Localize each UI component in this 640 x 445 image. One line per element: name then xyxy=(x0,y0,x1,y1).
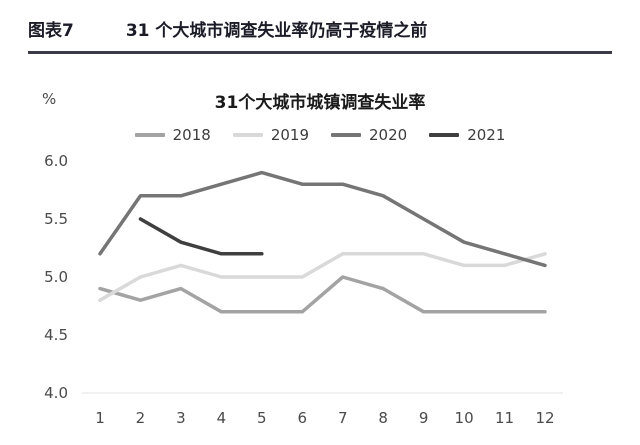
legend-item-2018: 2018 xyxy=(134,126,211,144)
x-tick-label: 6 xyxy=(297,409,307,427)
legend-item-2020: 2020 xyxy=(331,126,407,144)
x-tick-label: 10 xyxy=(455,409,474,427)
x-tick-label: 2 xyxy=(136,409,146,427)
legend-swatch-2019 xyxy=(232,133,263,137)
x-tick-label: 8 xyxy=(378,409,388,427)
figure-label: 图表7 xyxy=(28,21,74,41)
legend-label-2019: 2019 xyxy=(270,126,309,144)
series-line-2021 xyxy=(138,217,264,256)
legend-item-2021: 2021 xyxy=(429,126,505,144)
legend-label-2021: 2021 xyxy=(467,126,506,144)
x-tick-label: 1 xyxy=(95,409,105,427)
legend-label-2018: 2018 xyxy=(172,126,211,144)
legend-item-2019: 2019 xyxy=(232,126,309,144)
series-line-2020 xyxy=(98,170,547,268)
y-tick-label: 5.5 xyxy=(44,210,68,228)
legend-swatch-2018 xyxy=(134,133,165,137)
y-tick-label: 4.5 xyxy=(44,326,68,344)
y-tick-label: 5.0 xyxy=(44,268,68,286)
legend: 2018 2019 2020 2021 xyxy=(0,125,640,145)
legend-swatch-2020 xyxy=(331,133,361,137)
x-tick-label: 7 xyxy=(338,409,348,427)
x-tick-label: 5 xyxy=(257,409,267,427)
chart-title: 31个大城市城镇调查失业率 xyxy=(214,93,426,113)
line-chart: 6.05.55.04.54.01 2 3 4 5 6 7 8 9 10 11 12 xyxy=(44,152,563,427)
series-line-2019 xyxy=(98,252,547,302)
x-tick-label: 4 xyxy=(217,409,227,427)
legend-label-2020: 2020 xyxy=(369,126,408,144)
y-axis-unit-label: % xyxy=(42,90,57,108)
figure-header: 图表7 31 个大城市调查失业率仍高于疫情之前 xyxy=(28,0,612,54)
x-tick-label: 3 xyxy=(176,409,186,427)
figure-title: 31 个大城市调查失业率仍高于疫情之前 xyxy=(125,21,428,41)
chart-section: % 31个大城市城镇调查失业率 2018 2019 2020 2021 6.0 5.5 5… xyxy=(0,88,640,431)
y-tick-label: 6.0 xyxy=(44,152,68,170)
series-line-2018 xyxy=(98,275,547,314)
x-tick-label: 9 xyxy=(419,409,429,427)
y-tick-label: 4.0 xyxy=(44,384,68,402)
legend-swatch-2021 xyxy=(429,133,460,137)
x-tick-label: 12 xyxy=(535,409,554,427)
x-tick-label: 11 xyxy=(495,409,514,427)
